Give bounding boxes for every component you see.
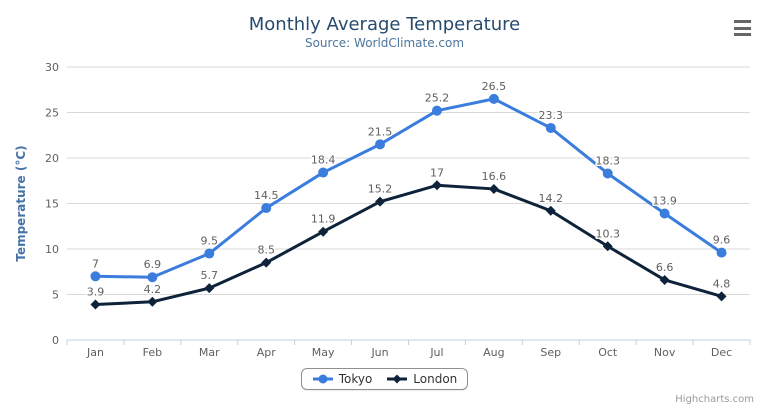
data-label: 25.2 — [425, 92, 450, 105]
data-point-london[interactable] — [375, 196, 386, 207]
x-axis-label: May — [312, 346, 335, 359]
x-axis-label: Oct — [598, 346, 618, 359]
data-label: 10.3 — [595, 227, 620, 240]
x-axis-label: Dec — [711, 346, 732, 359]
y-axis-label: 15 — [45, 198, 59, 211]
data-point-tokyo[interactable] — [488, 93, 499, 104]
y-axis-label: 10 — [45, 243, 59, 256]
x-axis-label: Apr — [257, 346, 277, 359]
circle-marker-icon — [312, 374, 333, 384]
x-axis-label: Jan — [86, 346, 104, 359]
data-point-tokyo[interactable] — [147, 272, 158, 283]
data-label: 26.5 — [482, 80, 507, 93]
data-label: 6.9 — [144, 258, 162, 271]
x-axis-label: Sep — [540, 346, 561, 359]
data-label: 4.2 — [144, 283, 162, 296]
data-label: 11.9 — [311, 213, 336, 226]
data-point-tokyo[interactable] — [204, 248, 215, 259]
data-point-tokyo[interactable] — [545, 122, 556, 133]
data-point-tokyo[interactable] — [90, 271, 101, 282]
legend-item-london[interactable]: London — [386, 372, 457, 386]
data-point-tokyo[interactable] — [318, 167, 329, 178]
data-point-london[interactable] — [431, 180, 442, 191]
data-point-london[interactable] — [90, 299, 101, 310]
legend-item-tokyo[interactable]: Tokyo — [312, 372, 373, 386]
legend-box: Tokyo London — [300, 368, 469, 390]
data-label: 3.9 — [87, 286, 105, 299]
y-axis-label: 30 — [45, 61, 59, 74]
x-axis-label: Mar — [199, 346, 220, 359]
hamburger-icon — [734, 20, 751, 23]
data-point-tokyo[interactable] — [261, 203, 272, 214]
data-label: 5.7 — [201, 269, 219, 282]
data-label: 18.4 — [311, 154, 336, 167]
data-point-tokyo[interactable] — [602, 168, 613, 179]
data-label: 16.6 — [482, 170, 507, 183]
data-point-tokyo[interactable] — [431, 105, 442, 116]
data-point-tokyo[interactable] — [716, 247, 727, 258]
x-axis-label: Nov — [654, 346, 676, 359]
y-axis-label: 5 — [52, 289, 59, 302]
hamburger-icon — [734, 26, 751, 30]
chart-title: Monthly Average Temperature — [248, 14, 521, 35]
x-axis-label: Jun — [370, 346, 388, 359]
y-axis-label: 25 — [45, 107, 59, 120]
data-label: 23.3 — [539, 109, 564, 122]
data-point-london[interactable] — [716, 291, 727, 302]
data-label: 21.5 — [368, 125, 393, 138]
credits-link[interactable]: Highcharts.com — [675, 394, 754, 405]
data-label: 9.5 — [201, 235, 219, 248]
diamond-marker-icon — [387, 374, 408, 384]
y-axis-label: 20 — [45, 152, 59, 165]
chart-subtitle: Source: WorldClimate.com — [304, 36, 465, 50]
data-label: 8.5 — [257, 244, 275, 257]
series-line-london — [93, 183, 724, 307]
data-point-london[interactable] — [545, 205, 556, 216]
series-line-tokyo — [93, 97, 724, 279]
y-axis-label: 0 — [52, 334, 59, 347]
y-axis-title: Temperature (°C) — [14, 145, 28, 261]
legend-label: Tokyo — [338, 372, 373, 386]
data-point-tokyo[interactable] — [659, 208, 670, 219]
data-point-london[interactable] — [488, 183, 499, 194]
x-axis-label: Feb — [143, 346, 162, 359]
data-label: 17 — [430, 166, 444, 179]
data-label: 9.6 — [713, 234, 731, 247]
data-label: 18.3 — [595, 154, 620, 167]
data-label: 14.5 — [254, 189, 279, 202]
data-point-london[interactable] — [204, 283, 215, 294]
data-point-london[interactable] — [318, 226, 329, 237]
data-label: 7 — [92, 257, 99, 270]
data-label: 4.8 — [713, 277, 731, 290]
x-axis-label: Aug — [483, 346, 504, 359]
data-label: 15.2 — [368, 183, 393, 196]
legend-label: London — [413, 372, 458, 386]
x-axis-label: Jul — [429, 346, 443, 359]
data-point-london[interactable] — [659, 274, 670, 285]
data-point-tokyo[interactable] — [375, 139, 386, 150]
data-label: 14.2 — [539, 192, 564, 205]
data-point-london[interactable] — [602, 241, 613, 252]
hamburger-icon — [734, 33, 751, 36]
data-point-london[interactable] — [147, 296, 158, 307]
data-label: 13.9 — [652, 195, 677, 208]
legend: Tokyo London — [0, 368, 769, 390]
data-point-london[interactable] — [261, 257, 272, 268]
export-menu-button[interactable] — [731, 18, 755, 38]
data-label: 6.6 — [656, 261, 674, 274]
